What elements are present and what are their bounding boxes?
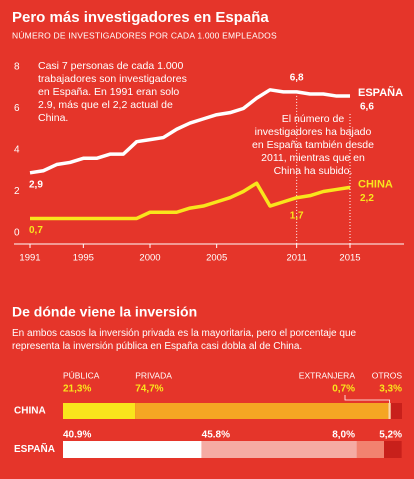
data-label: 45.8% xyxy=(202,430,230,441)
data-label: 40.9% xyxy=(63,430,91,441)
legend-label: PÚBLICA xyxy=(63,370,100,380)
data-label: 8,0% xyxy=(332,430,355,441)
y-tick-label: 8 xyxy=(14,62,20,73)
data-label: 2,9 xyxy=(29,179,43,190)
y-tick-label: 4 xyxy=(14,145,20,156)
x-tick-label: 2011 xyxy=(286,253,306,264)
legend-label: OTROS xyxy=(372,370,403,380)
section-title: De dónde viene la inversión xyxy=(12,304,197,320)
category-label: ESPAÑA xyxy=(14,442,55,455)
data-label: 6,6 xyxy=(360,102,374,113)
y-tick-label: 6 xyxy=(14,103,20,114)
series-label: ESPAÑA xyxy=(358,86,403,99)
data-label: 1,7 xyxy=(290,210,304,221)
series-line xyxy=(30,181,351,221)
data-label: 0,7 xyxy=(29,225,43,236)
x-tick-label: 2005 xyxy=(206,253,227,264)
bar-segment xyxy=(388,403,391,419)
y-tick-label: 0 xyxy=(14,228,20,239)
connector xyxy=(344,395,391,403)
data-label: 2,2 xyxy=(360,193,374,204)
bar-segment xyxy=(135,403,389,419)
data-label: 21,3% xyxy=(63,384,91,395)
bar-segment xyxy=(384,441,402,458)
chart-title: Pero más investigadores en España xyxy=(12,9,269,26)
data-label: 3,3% xyxy=(379,384,402,395)
bar-segment xyxy=(63,403,136,419)
series-line xyxy=(29,88,350,175)
section-text: En ambos casos la inversión privada es l… xyxy=(12,328,357,352)
y-tick-label: 2 xyxy=(14,186,20,197)
bar-segment xyxy=(201,441,357,458)
data-label: 0,7% xyxy=(332,384,355,395)
chart-subtitle: NÚMERO DE INVESTIGADORES POR CADA 1.000 … xyxy=(12,30,277,40)
x-tick-label: 2015 xyxy=(339,253,360,264)
series-label: CHINA xyxy=(358,178,393,190)
legend-label: PRIVADA xyxy=(135,370,172,380)
data-label: 5,2% xyxy=(379,430,402,441)
category-label: CHINA xyxy=(14,406,46,417)
bar-segment xyxy=(63,441,202,458)
x-tick-label: 1991 xyxy=(19,253,40,264)
bar-segment xyxy=(390,403,402,419)
bar-segment xyxy=(356,441,385,458)
annotation: El número de investigadores ha bajado en… xyxy=(251,113,374,177)
legend-label: EXTRANJERA xyxy=(299,370,356,380)
annotation: Casi 7 personas de cada 1.000 trabajador… xyxy=(38,60,187,124)
x-tick-label: 1995 xyxy=(73,253,94,264)
data-label: 6,8 xyxy=(290,73,304,84)
data-label: 74,7% xyxy=(135,384,163,395)
x-tick-label: 2000 xyxy=(139,253,160,264)
